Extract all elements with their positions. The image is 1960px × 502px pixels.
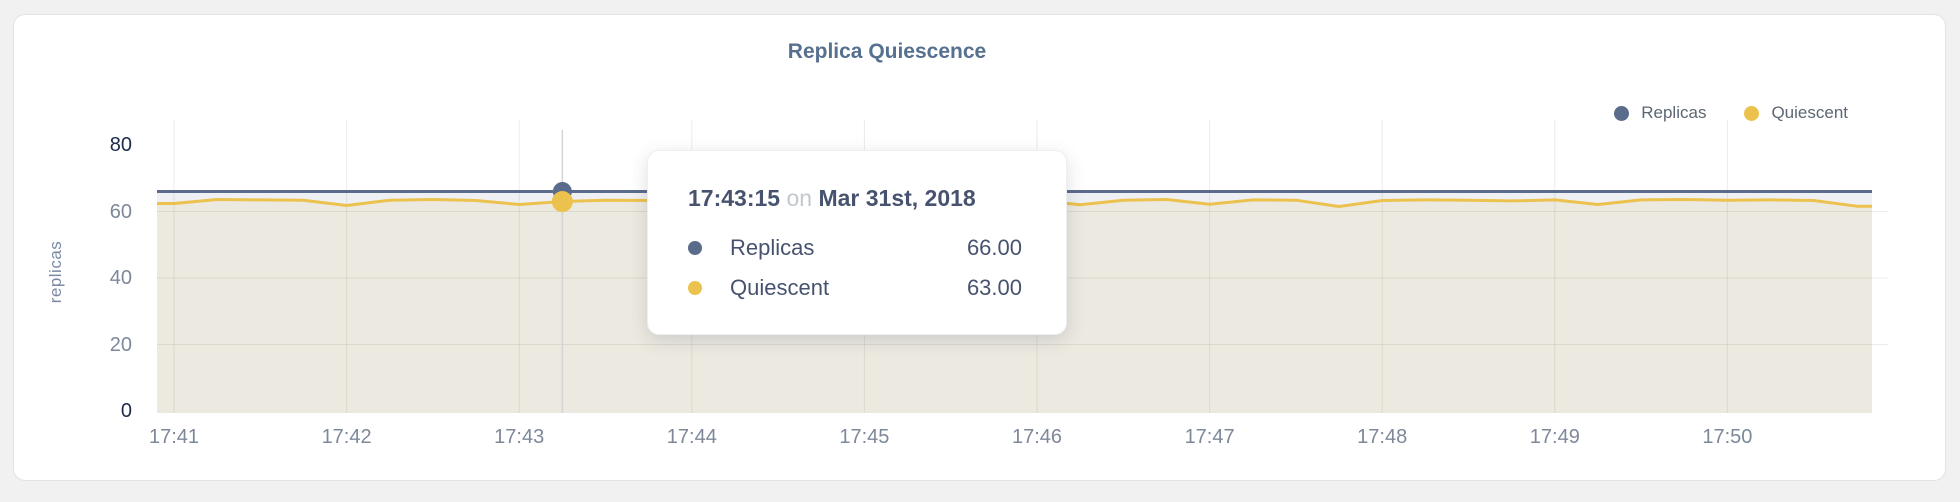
legend: Replicas Quiescent <box>1614 103 1848 123</box>
legend-item-replicas[interactable]: Replicas <box>1614 103 1706 123</box>
quiescent-legend-dot-icon <box>1744 105 1760 121</box>
tooltip-series-value: 66.00 <box>966 235 1022 260</box>
hover-tooltip: 17:43:15 on Mar 31st, 2018 Replicas 66.0… <box>647 150 1067 335</box>
replicas-dot-icon <box>688 241 702 255</box>
tooltip-row-replicas: Replicas 66.00 <box>688 228 1022 268</box>
quiescent-dot-icon <box>688 281 702 295</box>
tooltip-series-value: 63.00 <box>966 275 1022 300</box>
tooltip-date: Mar 31st, 2018 <box>818 185 976 211</box>
legend-item-quiescent[interactable]: Quiescent <box>1744 103 1848 123</box>
legend-label: Quiescent <box>1771 103 1848 122</box>
legend-label: Replicas <box>1641 103 1707 122</box>
tooltip-connector: on <box>786 185 813 211</box>
tooltip-series-label: Replicas <box>730 235 815 260</box>
chart-title: Replica Quiescence <box>787 40 987 63</box>
y-axis-title: replicas <box>46 240 65 304</box>
tooltip-series-label: Quiescent <box>730 275 830 300</box>
tooltip-time: 17:43:15 <box>688 185 781 211</box>
tooltip-heading: 17:43:15 on Mar 31st, 2018 <box>688 185 1022 212</box>
replicas-legend-dot-icon <box>1614 105 1630 121</box>
tooltip-row-quiescent: Quiescent 63.00 <box>688 268 1022 308</box>
